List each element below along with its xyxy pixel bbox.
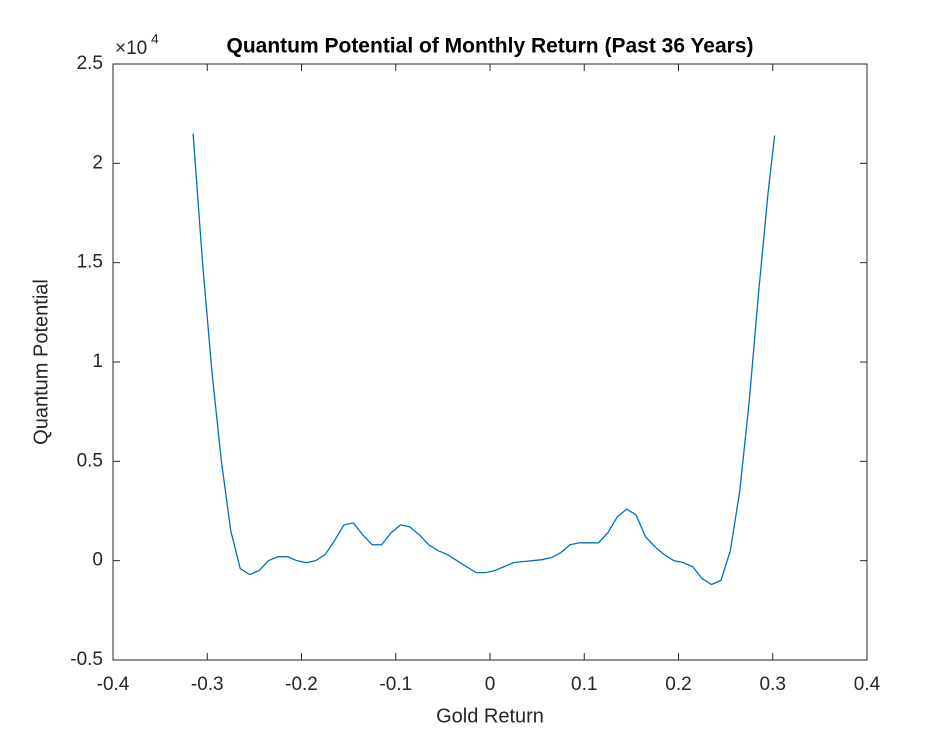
x-tick-label: -0.2: [285, 674, 318, 695]
chart-title: Quantum Potential of Monthly Return (Pas…: [226, 35, 753, 58]
x-tick-label: -0.3: [191, 674, 224, 695]
y-tick-label: 2.5: [77, 53, 103, 74]
y-multiplier-exponent: 4: [151, 31, 159, 47]
y-tick-label: 0.5: [77, 450, 103, 471]
x-tick-label: 0.2: [665, 674, 691, 695]
x-tick-label: 0.1: [571, 674, 597, 695]
x-tick-label: 0: [485, 674, 496, 695]
data-line: [192, 133, 776, 586]
x-tick-label: 0.3: [760, 674, 786, 695]
y-tick-label: 2: [92, 152, 103, 173]
x-tick-label: -0.4: [97, 674, 130, 695]
y-tick-label: 1.5: [77, 252, 103, 273]
y-axis-label: Quantum Potential: [30, 279, 52, 445]
y-multiplier: ×10: [115, 38, 147, 59]
y-tick-label: 0: [92, 550, 103, 571]
x-axis-label: Gold Return: [436, 705, 544, 727]
x-tick-label: 0.4: [854, 674, 881, 695]
y-tick-label: 1: [92, 351, 103, 372]
y-tick-label: -0.5: [70, 649, 103, 670]
x-tick-label: -0.1: [379, 674, 412, 695]
